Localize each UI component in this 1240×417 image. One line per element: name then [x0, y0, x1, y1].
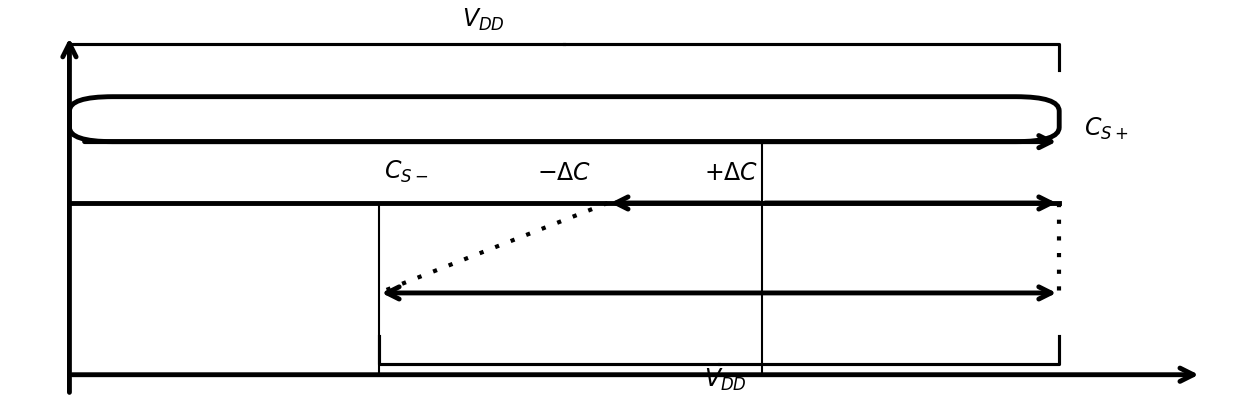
Text: $V_{DD}$: $V_{DD}$ [704, 367, 746, 393]
Text: $-\Delta C$: $-\Delta C$ [537, 161, 591, 185]
Text: $C_{S-}$: $C_{S-}$ [384, 158, 428, 185]
Text: $C_{S+}$: $C_{S+}$ [1084, 116, 1128, 143]
Text: $V_{DD}$: $V_{DD}$ [463, 7, 506, 33]
Text: $+\Delta C$: $+\Delta C$ [704, 161, 759, 185]
